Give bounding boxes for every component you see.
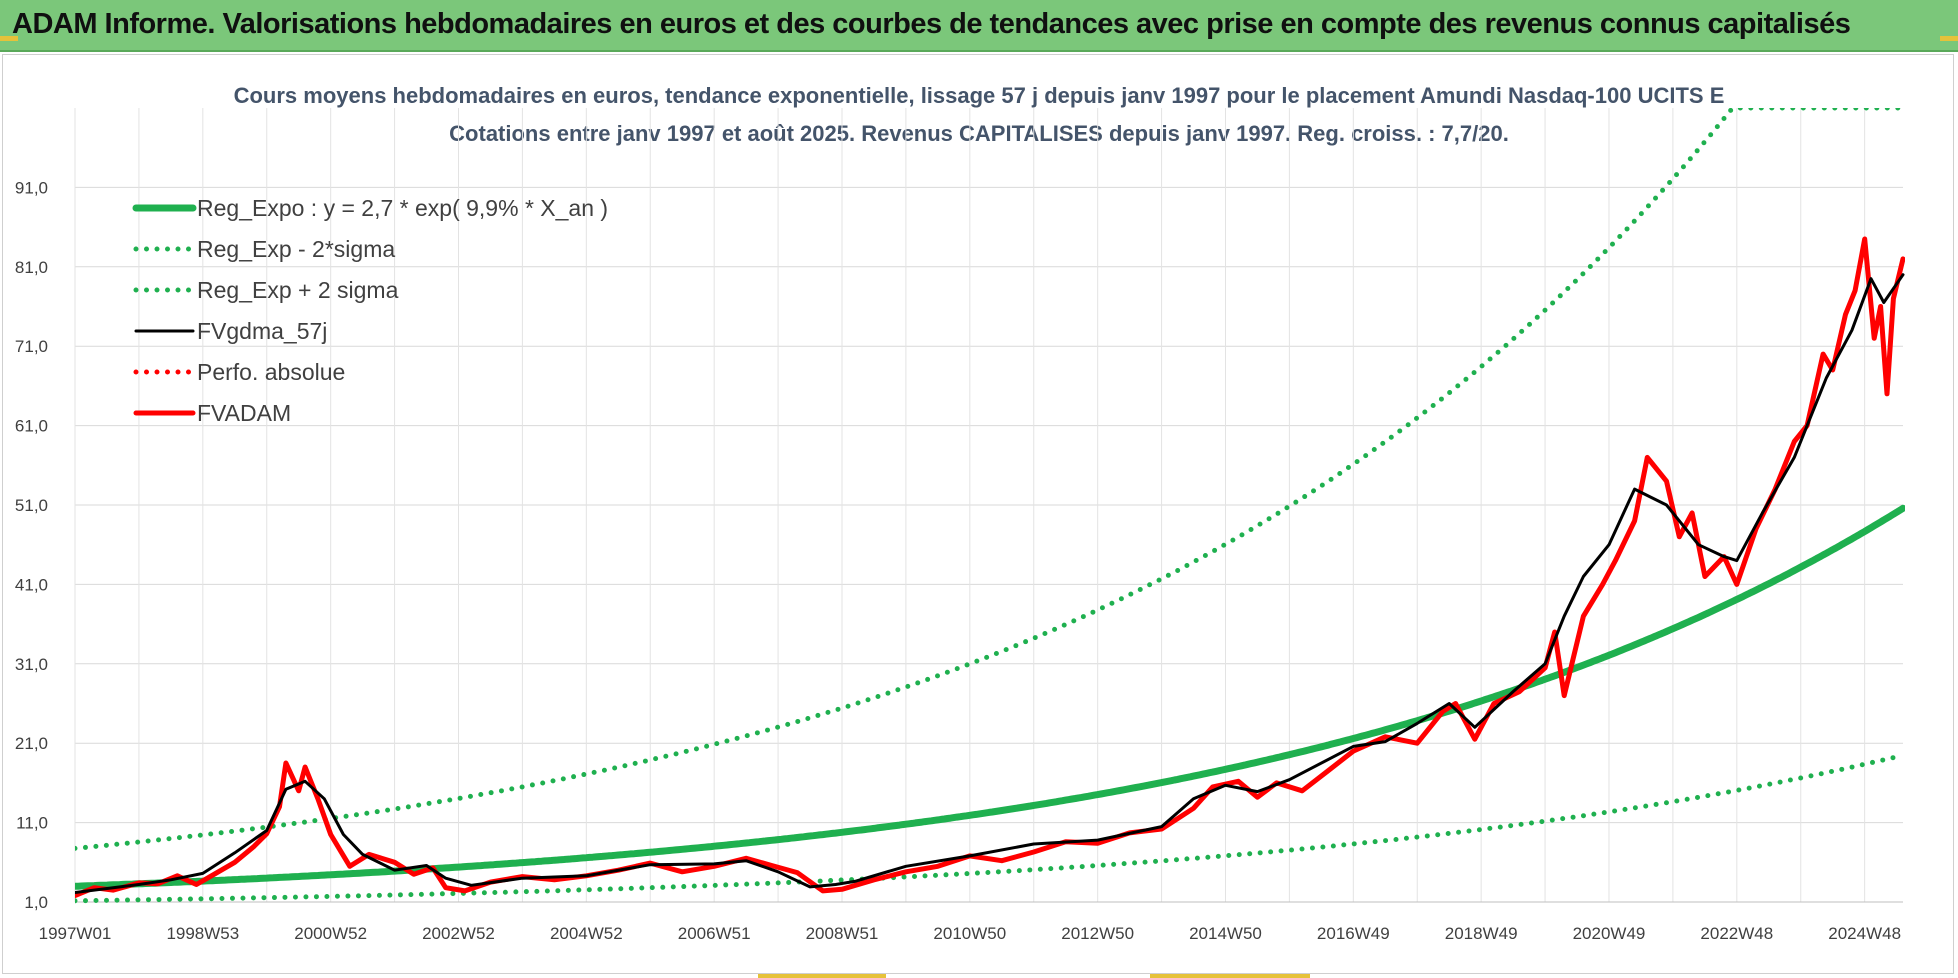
series-line-2 [75, 752, 1905, 904]
bottom-tab-right [1150, 974, 1310, 978]
x-tick-label: 2000W52 [294, 924, 367, 943]
x-tick-label: 2020W49 [1573, 924, 1646, 943]
y-tick-label: 21,0 [15, 734, 48, 753]
legend-label: Reg_Exp + 2 sigma [197, 277, 399, 303]
y-axis: 1,0 11,0 21,0 31,0 41,0 51,0 61,0 71,0 81,0 91,0 [15, 178, 48, 912]
x-tick-label: 2002W52 [422, 924, 495, 943]
y-tick-label: 81,0 [15, 258, 48, 277]
bottom-tab-left [758, 974, 886, 978]
x-tick-label: 2008W51 [806, 924, 879, 943]
y-tick-label: 51,0 [15, 496, 48, 515]
x-tick-label: 2022W48 [1700, 924, 1773, 943]
y-tick-label: 1,0 [24, 893, 48, 912]
x-tick-label: 2004W52 [550, 924, 623, 943]
x-tick-label: 2018W49 [1445, 924, 1518, 943]
banner-corner-right [1940, 36, 1958, 41]
y-tick-label: 31,0 [15, 655, 48, 674]
series-line-4 [75, 273, 1905, 894]
x-tick-label: 2014W50 [1189, 924, 1262, 943]
legend-label: FVADAM [197, 400, 291, 426]
chart-legend: Reg_Expo : y = 2,7 * exp( 9,9% * X_an ) R… [132, 195, 608, 426]
x-tick-label: 2010W50 [933, 924, 1006, 943]
legend-label: FVgdma_57j [197, 318, 327, 344]
x-axis: 1997W01 1998W53 2000W52 2002W52 2004W52 2006W… [39, 924, 1901, 943]
chart-frame [2, 54, 1954, 974]
x-tick-label: 2006W51 [678, 924, 751, 943]
legend-label: Reg_Exp - 2*sigma [197, 236, 395, 262]
y-tick-label: 61,0 [15, 417, 48, 436]
x-tick-label: 1998W53 [166, 924, 239, 943]
series-line-6 [75, 236, 1905, 899]
y-tick-label: 71,0 [15, 337, 48, 356]
series-line-1 [75, 504, 1905, 890]
banner-corner-left [0, 36, 18, 41]
y-tick-label: 41,0 [15, 575, 48, 594]
y-tick-label: 91,0 [15, 178, 48, 197]
x-tick-label: 2012W50 [1061, 924, 1134, 943]
x-tick-label: 1997W01 [39, 924, 112, 943]
chart-title: Cours moyens hebdomadaires en euros, ten… [234, 83, 1725, 108]
series-line-3 [75, 108, 1905, 851]
y-tick-label: 11,0 [16, 814, 48, 833]
chart-series [75, 108, 1905, 904]
x-tick-label: 2024W48 [1828, 924, 1901, 943]
report-title: ADAM Informe. Valorisations hebdomadaire… [12, 8, 1851, 40]
legend-label: Perfo. absolue [197, 359, 345, 385]
legend-label: Reg_Expo : y = 2,7 * exp( 9,9% * X_an ) [197, 195, 608, 221]
x-tick-label: 2016W49 [1317, 924, 1390, 943]
report-banner: ADAM Informe. Valorisations hebdomadaire… [0, 0, 1958, 52]
chart-subtitle: Cotations entre janv 1997 et août 2025. … [449, 121, 1509, 146]
